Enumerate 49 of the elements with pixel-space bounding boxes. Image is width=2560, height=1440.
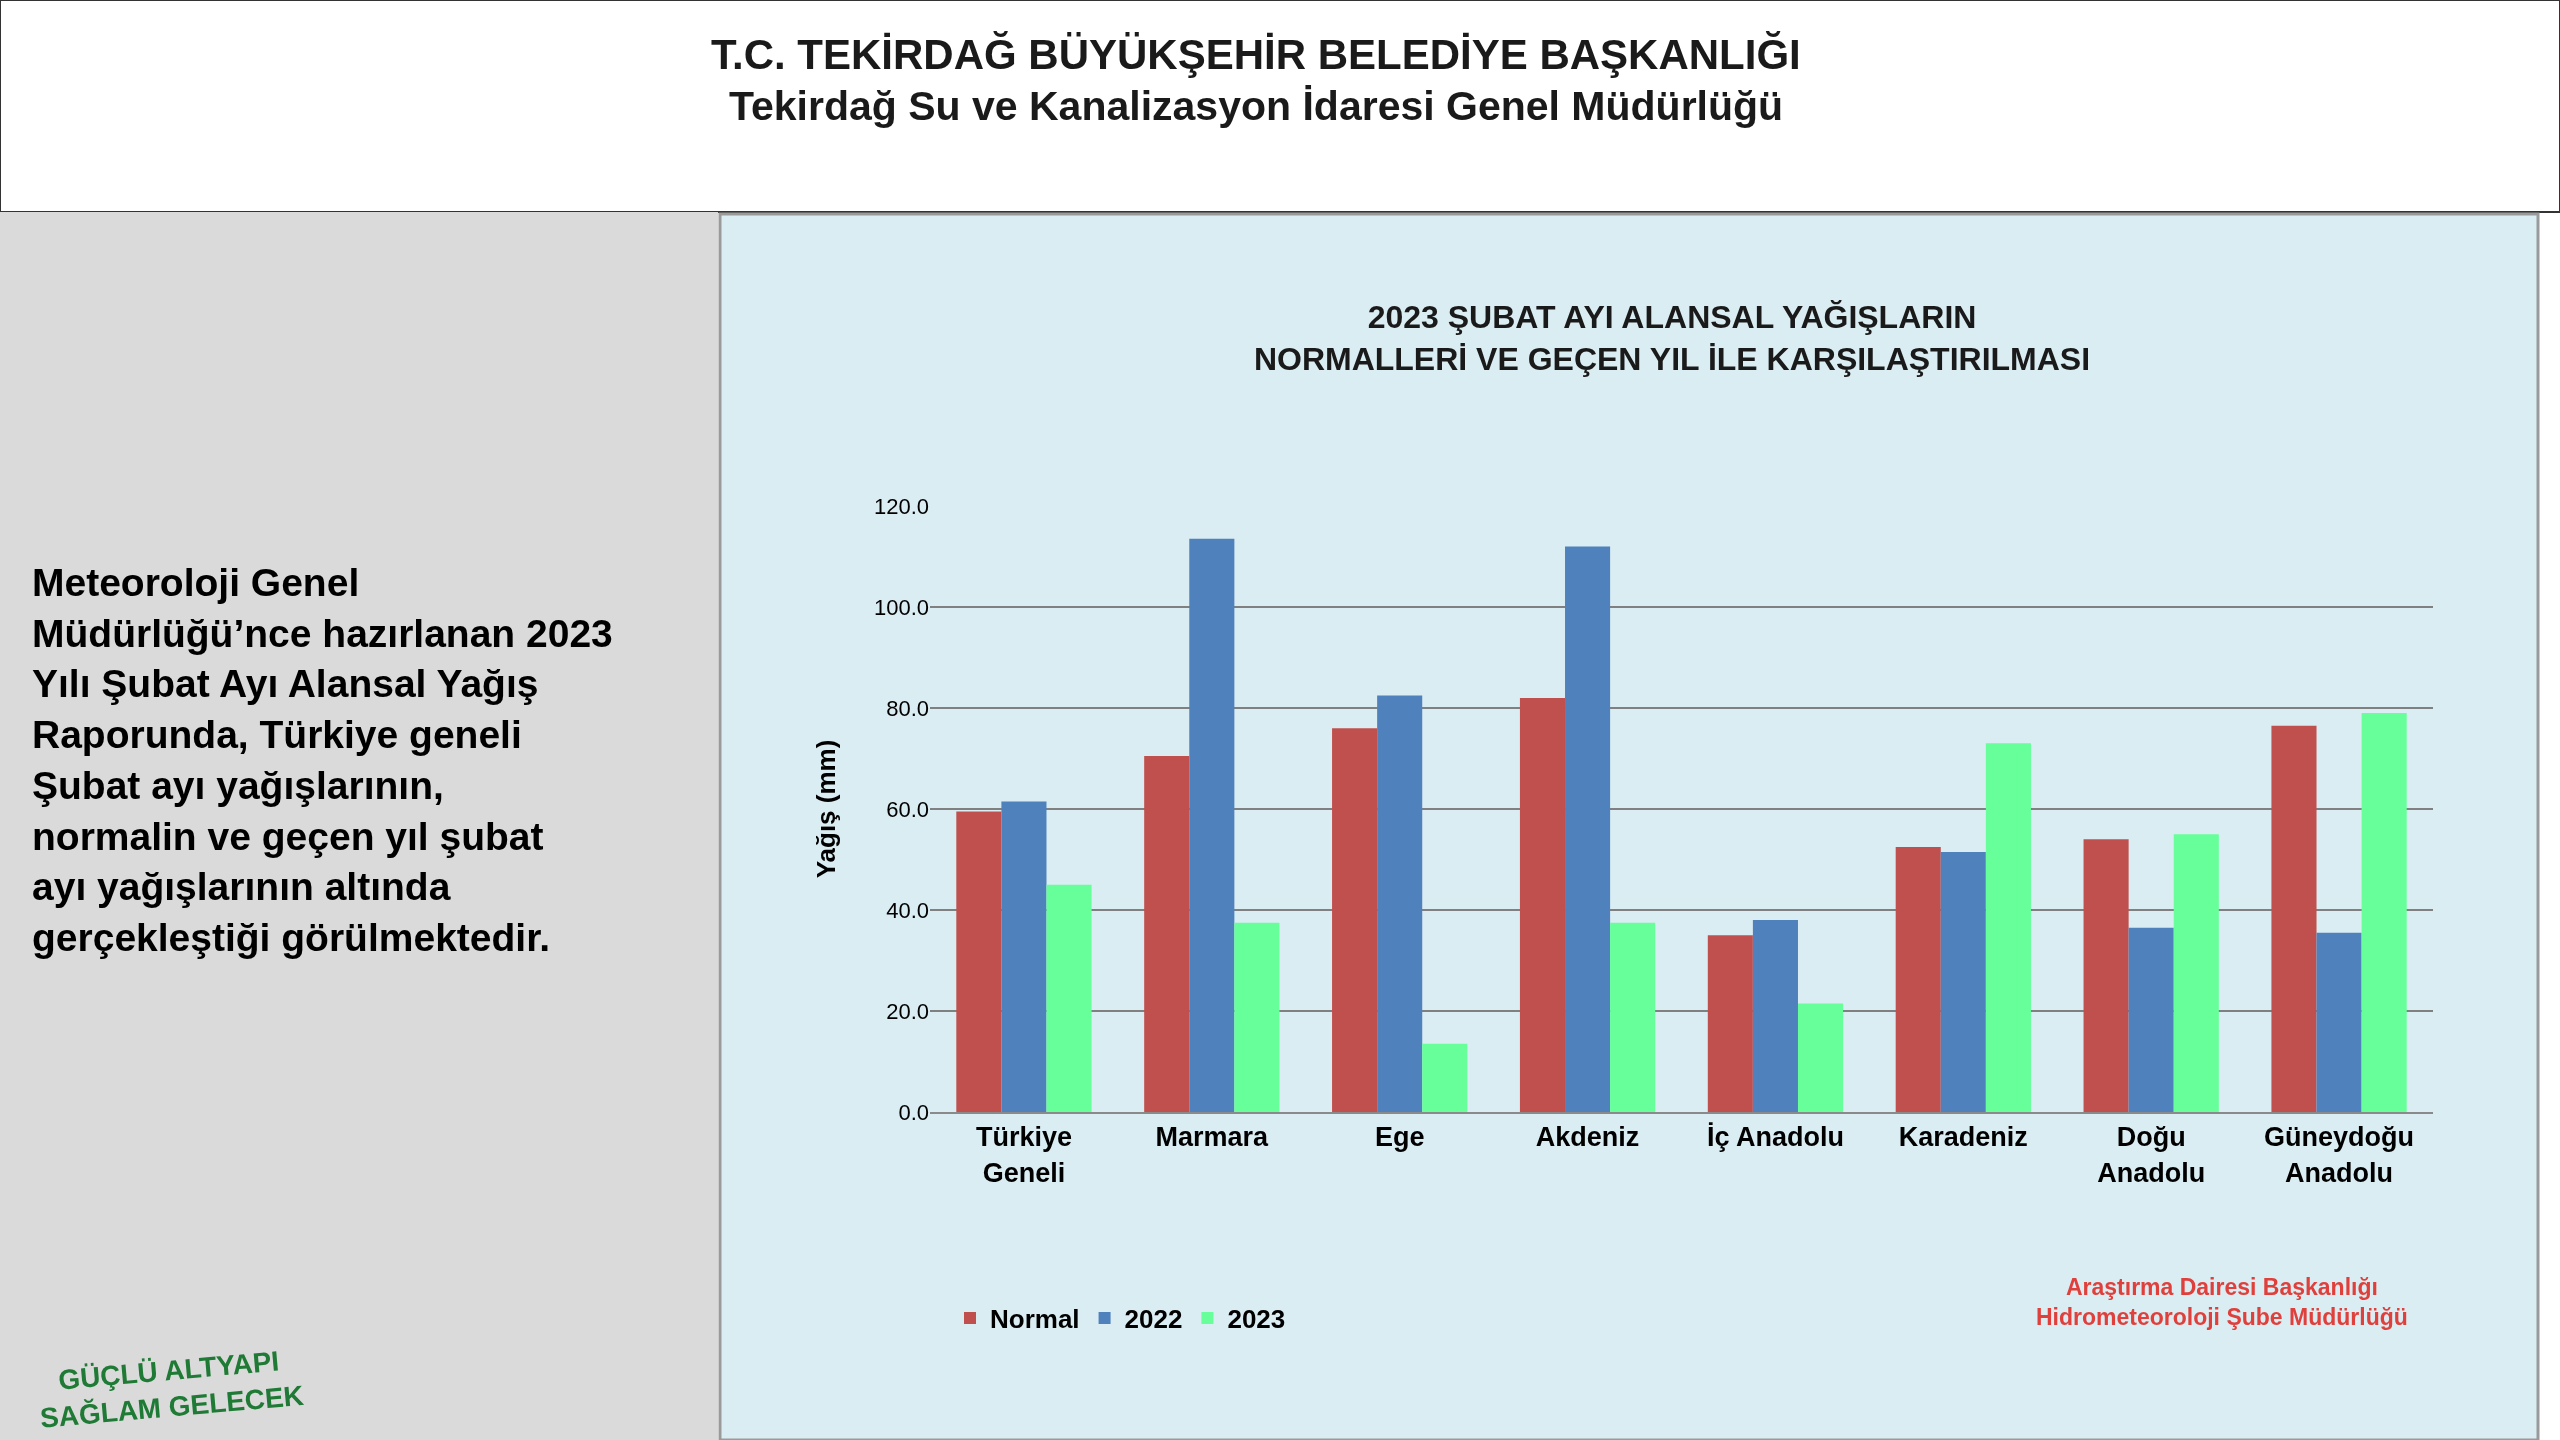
- y-axis-title: Yağış (mm): [811, 739, 842, 879]
- bar: [1797, 1003, 1844, 1112]
- x-tick-label: Marmara: [1155, 1122, 1270, 1153]
- legend-label: 2022: [1124, 1304, 1183, 1335]
- bar: [1234, 922, 1280, 1112]
- text: Tekirdağ Su ve Kanalizasyon İdaresi Genel Müdürlüğü: [729, 83, 1784, 129]
- bar: [1565, 546, 1611, 1112]
- bar: [1001, 801, 1047, 1112]
- bar: [2173, 834, 2219, 1112]
- bar: [1895, 846, 1941, 1112]
- bar: [1610, 922, 1656, 1112]
- bar: [1189, 538, 1235, 1112]
- y-tick-label: 120.0: [873, 493, 929, 519]
- bar: [1752, 920, 1798, 1112]
- bar: [956, 811, 1002, 1112]
- text: Meteoroloji Genel Müdürlüğü’nce hazırlanan 2023 Yılı Şubat Ayı Alansal Yağış Raporunda, Türkiye geneli Şubat ayı yağışlarının, normalin ve geçen yıl şubat ayı yağışlarının altında gerçekleştiği görülmektedir.: [32, 561, 613, 959]
- bar: [1940, 851, 1986, 1112]
- bar: [1377, 695, 1423, 1112]
- x-tick-label: Karadeniz: [1898, 1122, 2028, 1153]
- bar: [2316, 932, 2362, 1112]
- text: GÜÇLÜ ALTYAPI SAĞLAM GELECEK: [38, 1345, 305, 1434]
- bar: [1985, 743, 2031, 1112]
- bar: [1332, 728, 1378, 1112]
- legend-label: Normal: [990, 1304, 1080, 1335]
- y-tick-label: 100.0: [873, 594, 929, 620]
- y-tick-label: 60.0: [886, 796, 929, 822]
- bar: [2128, 927, 2174, 1112]
- text: Araştırma Dairesi Başkanlığı Hidrometeoroloji Şube Müdürlüğü: [2036, 1274, 2408, 1330]
- y-tick-label: 40.0: [886, 897, 929, 923]
- text: T.C. TEKİRDAĞ BÜYÜKŞEHİR BELEDİYE BAŞKANLIĞI: [711, 31, 1801, 78]
- x-tick-label: Güneydoğu Anadolu: [2264, 1122, 2415, 1188]
- bar: [2271, 725, 2317, 1112]
- x-tick-label: Akdeniz: [1535, 1122, 1640, 1153]
- x-tick-label: Türkiye Geneli: [975, 1122, 1072, 1188]
- bar: [1707, 935, 1753, 1112]
- y-tick-label: 20.0: [886, 998, 929, 1024]
- y-tick-label: 80.0: [886, 695, 929, 721]
- bar: [1144, 755, 1190, 1112]
- bar: [1519, 697, 1566, 1112]
- y-tick-label: 0.0: [898, 1099, 929, 1125]
- bar: [1046, 884, 1092, 1112]
- bar: [1422, 1043, 1468, 1112]
- x-tick-label: İç Anadolu: [1706, 1122, 1844, 1153]
- x-tick-label: Doğu Anadolu: [2097, 1122, 2206, 1188]
- bar: [2083, 839, 2129, 1112]
- legend-label: 2023: [1227, 1304, 1286, 1335]
- chart-title: 2023 ŞUBAT AYI ALANSAL YAĞIŞLARIN NORMALLERİ VE GEÇEN YIL İLE KARŞILAŞTIRILMASI: [1253, 299, 2091, 377]
- x-tick-label: Ege: [1374, 1122, 1425, 1153]
- bar: [2361, 713, 2407, 1112]
